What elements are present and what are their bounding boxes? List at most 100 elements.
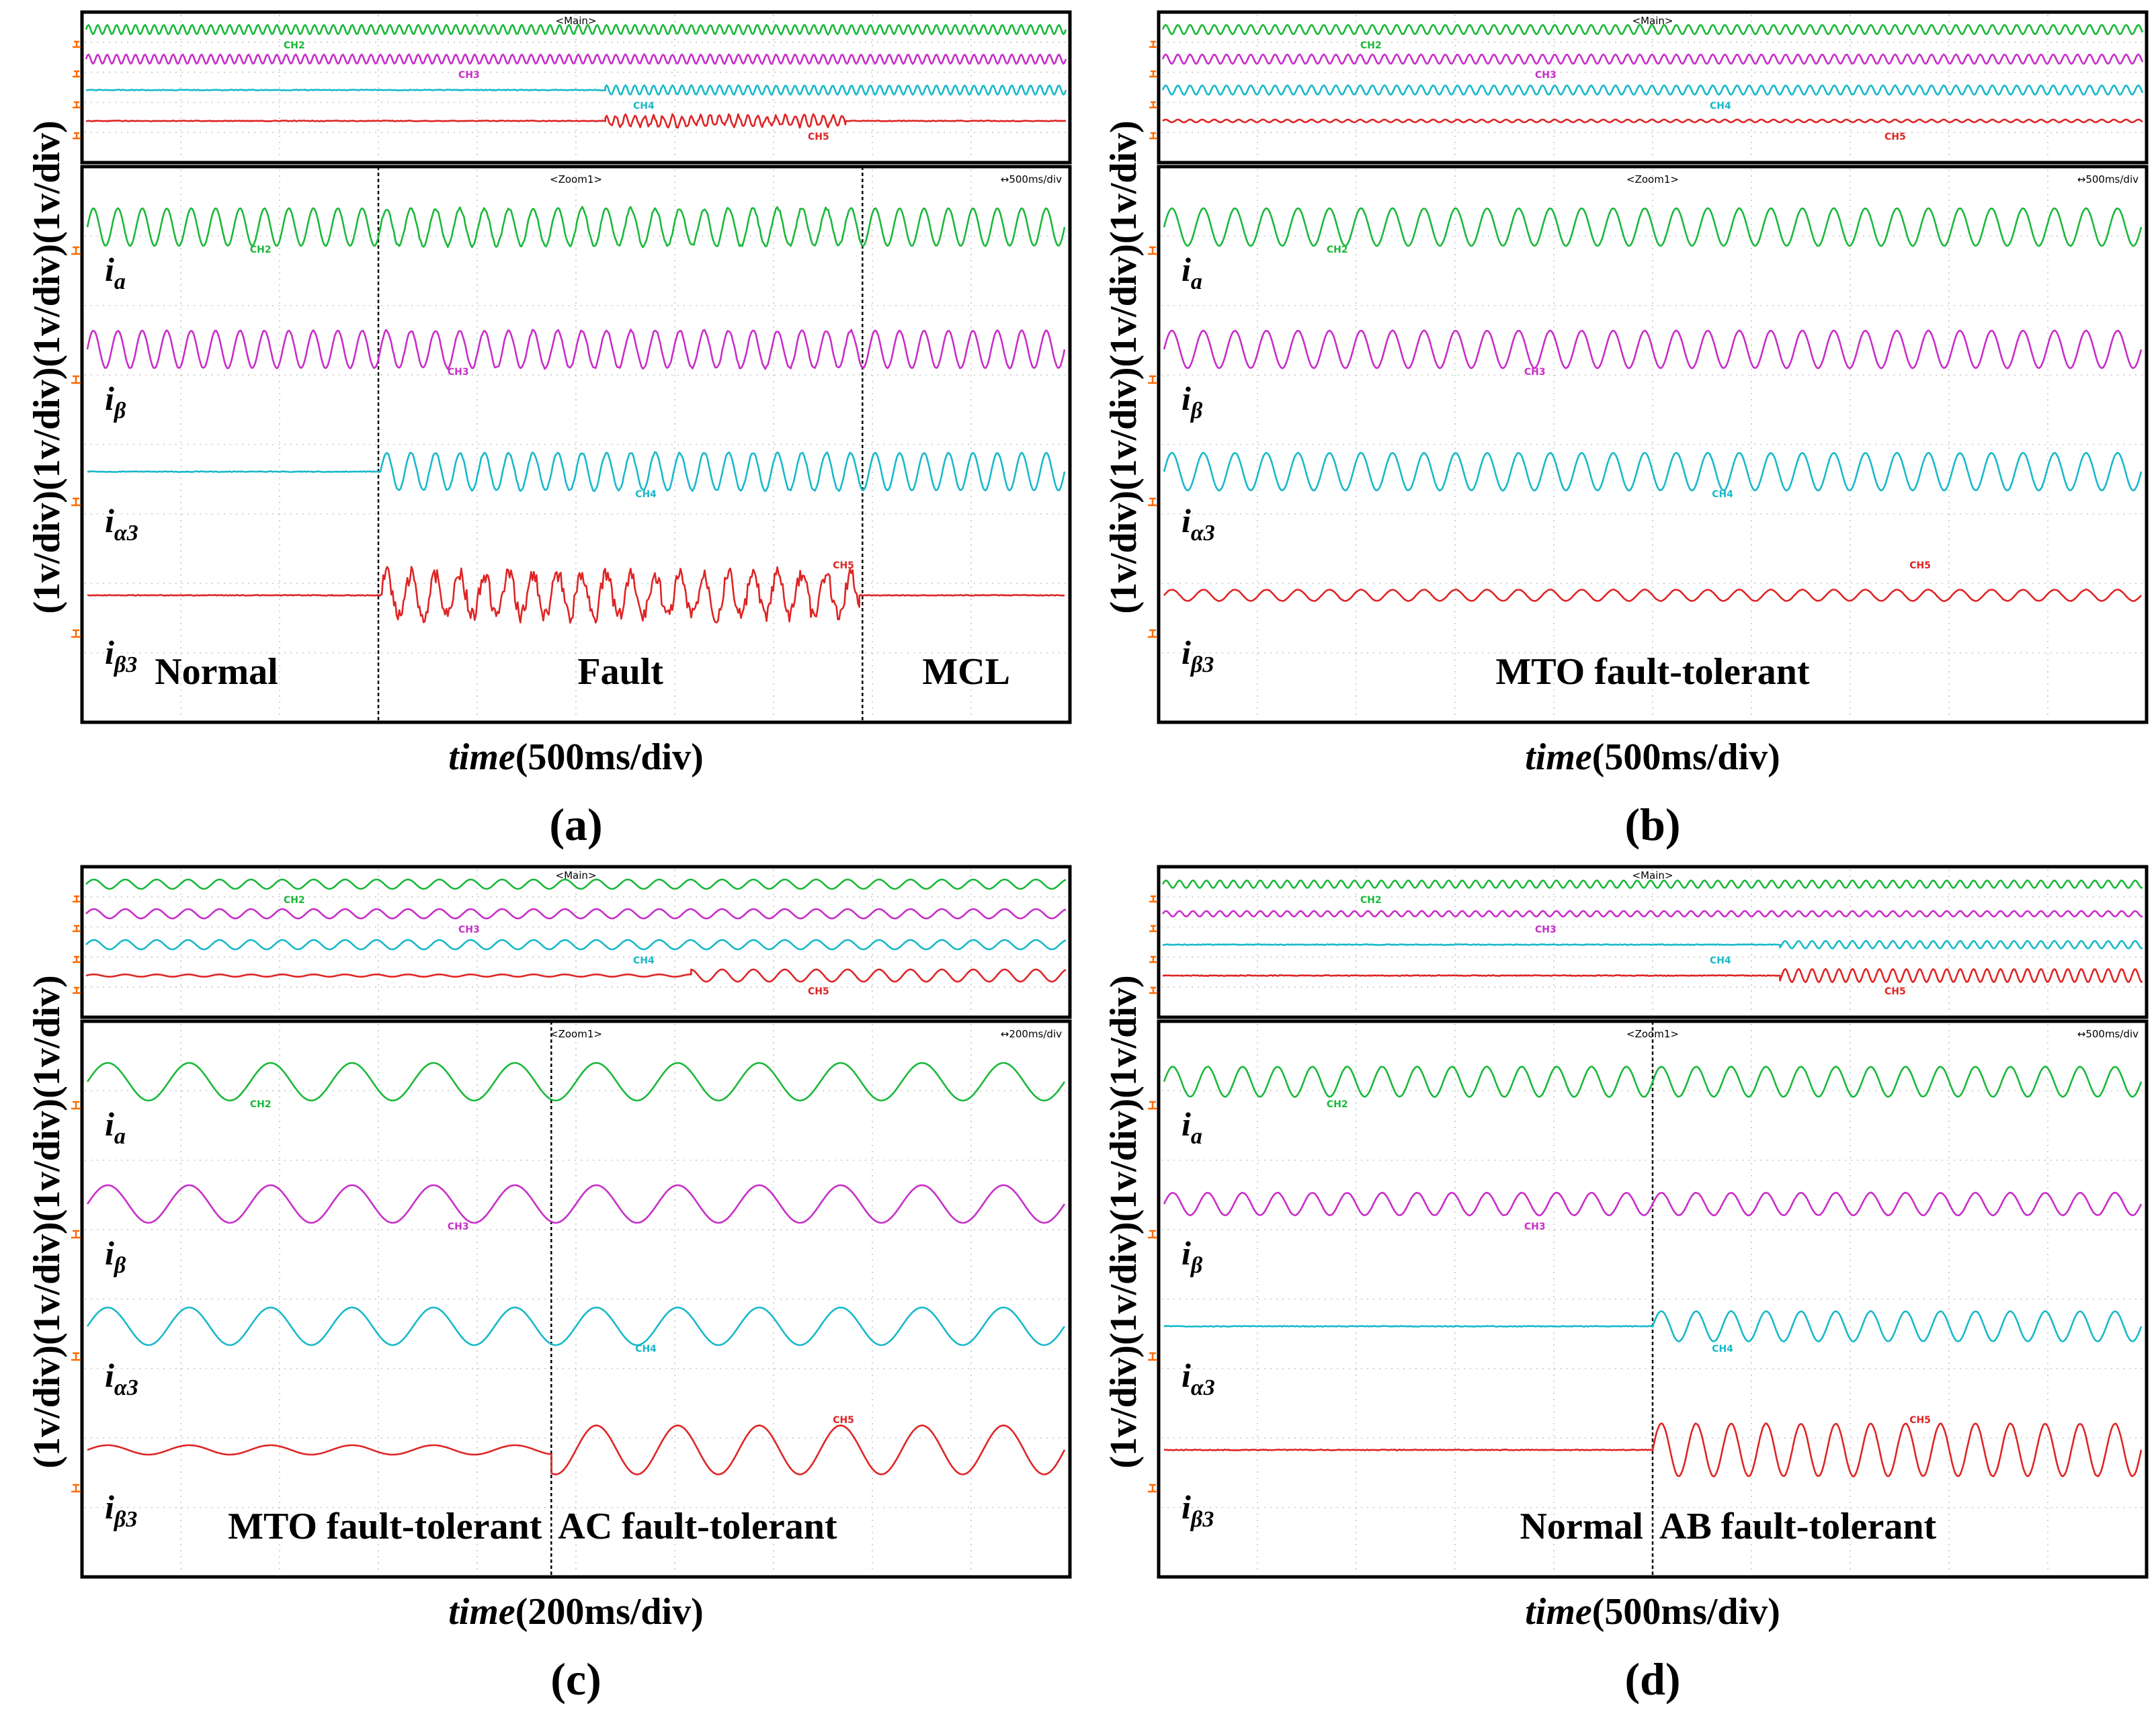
main-channel-label: CH5	[1884, 986, 1906, 997]
signal-symbol: i	[105, 1105, 114, 1143]
zoom-channel-label: CH5	[833, 1415, 854, 1426]
main-trace-alpha3	[1162, 940, 2143, 949]
signal-label: iβ	[1181, 380, 1203, 423]
zoom-trace-a	[86, 206, 1066, 249]
zoom-trace-a	[1163, 1066, 2143, 1098]
signal-symbol: i	[105, 380, 114, 417]
panel-label: (d)	[1624, 1653, 1680, 1705]
signal-label: iβ3	[105, 1488, 137, 1532]
main-channel-label: CH3	[1535, 925, 1557, 935]
zoom-trace-beta3	[87, 566, 1065, 624]
signal-subscript: β	[1190, 1253, 1203, 1278]
main-ground-marker-icon	[1149, 986, 1157, 994]
main-channel-label: CH4	[1710, 955, 1731, 966]
main-ground-marker-icon	[73, 132, 81, 140]
timebase-readout: ↔500ms/div	[1001, 173, 1062, 185]
signal-symbol: i	[1181, 502, 1191, 540]
main-ground-marker-icon	[1149, 895, 1157, 903]
signal-subscript: α3	[114, 521, 138, 546]
timebase-readout: ↔200ms/div	[1001, 1028, 1062, 1040]
zoom-trace-alpha3	[87, 451, 1066, 492]
zoom-label: <Zoom1>	[550, 173, 602, 185]
main-ground-marker-icon	[1149, 132, 1157, 140]
zoom-trace-beta	[1163, 329, 2143, 370]
main-trace-beta	[85, 53, 1067, 65]
main-trace-a	[1161, 879, 2143, 889]
signal-symbol: i	[105, 1357, 114, 1394]
signal-symbol: i	[105, 502, 114, 540]
signal-symbol: i	[105, 251, 114, 288]
zoom-ground-marker-icon	[1148, 1230, 1157, 1239]
zoom-channel-label: CH5	[1909, 1415, 1931, 1426]
x-axis-label-units: (500ms/div)	[515, 736, 704, 778]
region-label: MCL	[922, 651, 1010, 693]
main-channel-label: CH3	[458, 70, 480, 81]
main-channel-label: CH2	[1360, 895, 1382, 906]
zoom-ground-marker-icon	[1148, 375, 1157, 384]
zoom-frame	[80, 165, 1072, 724]
main-ground-marker-icon	[73, 895, 81, 903]
signal-label: iβ	[105, 1234, 126, 1278]
signal-label: iβ	[1181, 1234, 1203, 1278]
zoom-channel-label: CH4	[1712, 1344, 1733, 1355]
zoom-ground-marker-icon	[71, 497, 81, 507]
zoom-channel-label: CH3	[448, 367, 469, 378]
main-channel-label: CH2	[284, 40, 305, 51]
zoom-channel-label: CH2	[1327, 245, 1348, 255]
zoom-channel-label: CH4	[1712, 489, 1733, 500]
main-trace-beta	[85, 908, 1067, 920]
zoom-ground-marker-icon	[1148, 246, 1157, 255]
main-ground-marker-icon	[1149, 101, 1157, 109]
signal-subscript: β	[113, 398, 126, 423]
main-ground-marker-icon	[73, 925, 81, 933]
main-label: <Main>	[556, 15, 597, 27]
signal-label: iα3	[105, 1357, 138, 1400]
x-axis-label-italic: time	[1525, 1591, 1592, 1633]
zoom-ground-marker-icon	[71, 375, 81, 384]
main-trace-a	[85, 24, 1067, 36]
main-overview-frame	[1157, 865, 2149, 1019]
main-ground-marker-icon	[73, 986, 81, 994]
panel-label: (c)	[550, 1653, 601, 1705]
zoom-channel-label: CH4	[635, 1344, 657, 1355]
x-axis-label-units: (500ms/div)	[1592, 1591, 1780, 1633]
signal-label: ia	[1181, 1105, 1202, 1149]
zoom-ground-marker-icon	[71, 246, 81, 255]
region-label: MTO fault-tolerant	[228, 1506, 542, 1547]
zoom-ground-marker-icon	[71, 1101, 81, 1110]
main-trace-beta3	[1162, 118, 2143, 124]
y-axis-label: (1v/div)(1v/div)(1v/div)(1v/div)	[1103, 120, 1145, 613]
main-ground-marker-icon	[73, 101, 81, 109]
main-ground-marker-icon	[1149, 70, 1157, 78]
signal-label: iβ3	[1181, 1488, 1214, 1532]
signal-subscript: β	[1190, 398, 1203, 423]
zoom-trace-alpha3	[86, 1306, 1066, 1346]
main-channel-label: CH4	[633, 955, 655, 966]
main-channel-label: CH3	[458, 925, 480, 935]
region-label: AC fault-tolerant	[558, 1506, 837, 1547]
main-channel-label: CH3	[1535, 70, 1557, 81]
zoom-channel-label: CH5	[833, 560, 854, 571]
zoom-channel-label: CH2	[250, 245, 272, 255]
zoom-channel-label: CH2	[1327, 1099, 1348, 1110]
signal-symbol: i	[1181, 1488, 1191, 1526]
main-trace-beta	[1161, 53, 2144, 65]
region-label: Normal	[1520, 1506, 1643, 1547]
x-axis-label-italic: time	[448, 736, 515, 778]
signal-subscript: a	[1191, 1124, 1202, 1149]
zoom-ground-marker-icon	[1148, 497, 1157, 507]
signal-symbol: i	[105, 1488, 114, 1526]
signal-subscript: β3	[1190, 652, 1214, 677]
x-axis-label-italic: time	[1525, 736, 1592, 778]
signal-symbol: i	[1181, 1357, 1191, 1394]
signal-subscript: α3	[1191, 521, 1215, 546]
signal-subscript: a	[114, 1124, 126, 1149]
signal-label: iα3	[1181, 502, 1215, 546]
main-channel-label: CH4	[633, 101, 655, 112]
main-trace-alpha3	[85, 84, 1067, 96]
main-trace-a	[85, 878, 1067, 890]
zoom-ground-marker-icon	[71, 1352, 81, 1361]
main-overview-frame	[80, 10, 1072, 165]
